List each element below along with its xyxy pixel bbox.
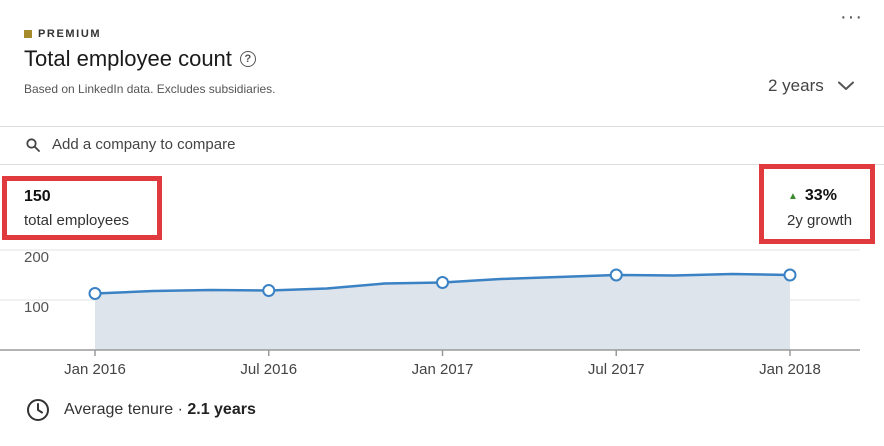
premium-label: PREMIUM bbox=[38, 28, 102, 40]
employee-count-value: 150 bbox=[24, 188, 51, 205]
time-range-value: 2 years bbox=[768, 76, 824, 95]
data-point bbox=[609, 268, 623, 282]
data-point bbox=[783, 268, 797, 282]
y-tick-label: 100 bbox=[24, 299, 49, 316]
x-tick-label: Jan 2017 bbox=[412, 361, 474, 378]
tenure-value: 2.1 years bbox=[187, 401, 256, 418]
highlight-box bbox=[2, 176, 162, 240]
employee-count-label: total employees bbox=[24, 212, 130, 229]
up-triangle-icon: ▲ bbox=[788, 190, 798, 202]
more-options-button[interactable]: ··· bbox=[840, 6, 863, 29]
compare-company-input[interactable] bbox=[52, 136, 432, 153]
x-tick-label: Jul 2017 bbox=[588, 361, 645, 378]
tenure-label: Average tenure · bbox=[64, 401, 188, 418]
premium-icon bbox=[24, 30, 32, 38]
page-title: Total employee count bbox=[24, 46, 232, 71]
data-point bbox=[88, 287, 102, 300]
x-tick-label: Jan 2016 bbox=[64, 361, 126, 378]
x-tick-label: Jan 2018 bbox=[759, 361, 821, 378]
subtitle: Based on LinkedIn data. Excludes subsidi… bbox=[24, 82, 276, 96]
clock-icon bbox=[27, 399, 49, 421]
chevron-down-icon bbox=[837, 81, 854, 90]
premium-badge: PREMIUM bbox=[24, 28, 101, 40]
growth-stat: ▲ 33% bbox=[788, 187, 837, 205]
growth-label: 2y growth bbox=[787, 212, 853, 229]
divider bbox=[0, 126, 884, 127]
divider bbox=[0, 164, 884, 165]
more-horizontal-icon: ··· bbox=[840, 6, 863, 28]
data-point bbox=[262, 284, 276, 297]
growth-value: 33% bbox=[804, 187, 837, 204]
highlight-box bbox=[759, 164, 875, 244]
question-circle-icon[interactable]: ? bbox=[239, 51, 256, 67]
y-tick-label: 200 bbox=[24, 249, 49, 266]
time-range-dropdown[interactable]: 2 years bbox=[768, 76, 854, 96]
search-icon bbox=[26, 137, 40, 152]
employee-count-chart: 200 100 Jan 2016 Jul 2016 Jan 2017 Jul 2017 Ja… bbox=[0, 249, 860, 378]
compare-search bbox=[26, 136, 432, 153]
title-row: Total employee count ? bbox=[24, 46, 256, 72]
data-point bbox=[436, 276, 449, 289]
average-tenure: Average tenure · 2.1 years bbox=[26, 398, 256, 422]
x-tick-label: Jul 2016 bbox=[240, 361, 297, 378]
